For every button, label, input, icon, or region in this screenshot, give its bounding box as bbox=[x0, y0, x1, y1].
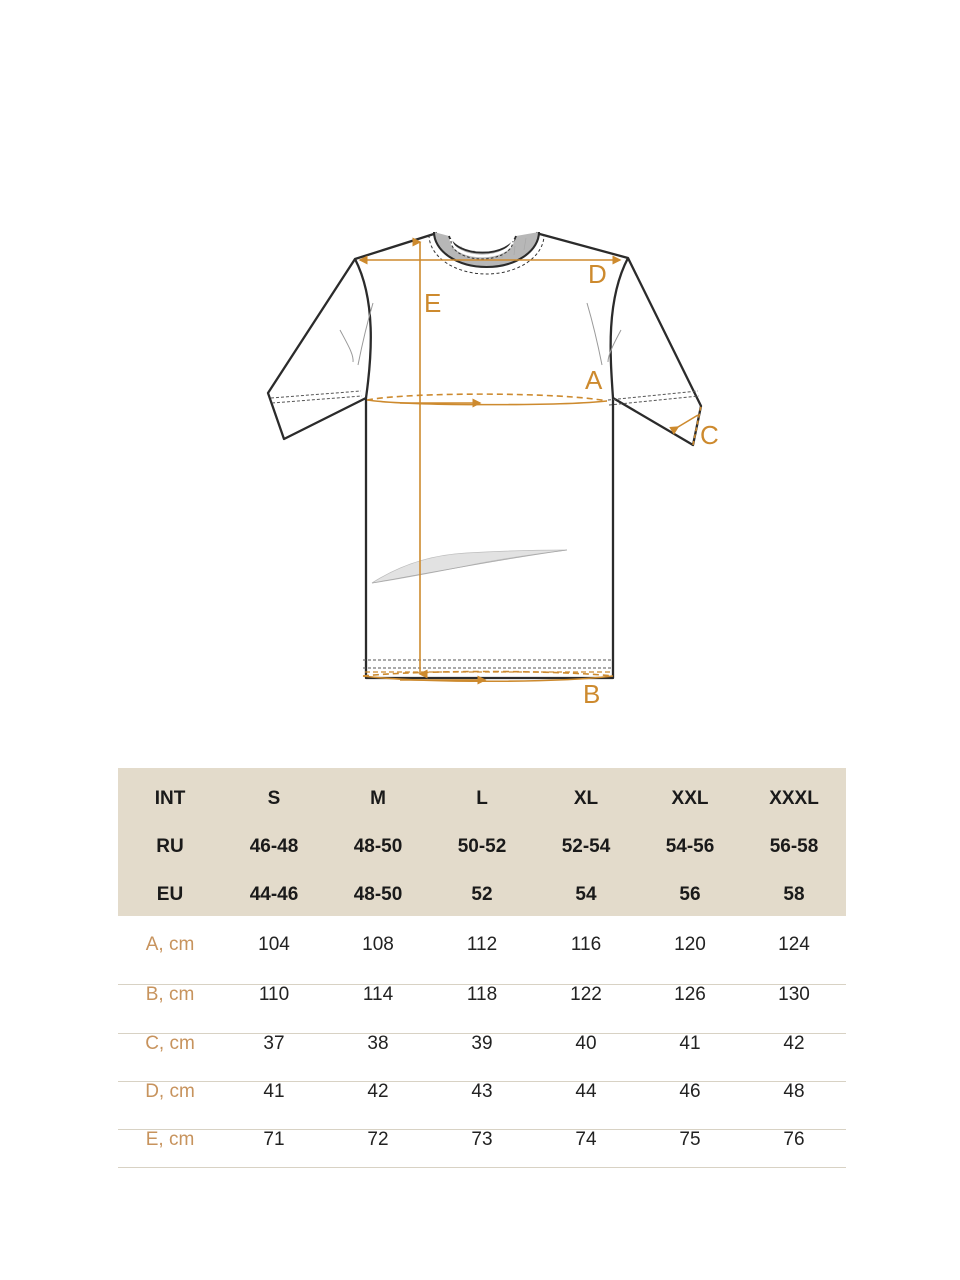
svg-text:D: D bbox=[588, 259, 607, 289]
svg-text:A: A bbox=[585, 365, 603, 395]
svg-text:C: C bbox=[700, 420, 719, 450]
svg-text:B: B bbox=[583, 679, 600, 709]
svg-text:E: E bbox=[424, 288, 441, 318]
